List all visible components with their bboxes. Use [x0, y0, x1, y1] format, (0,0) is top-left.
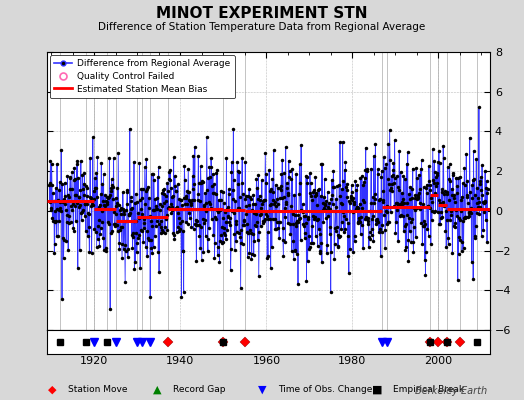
Text: 1920: 1920	[80, 356, 108, 366]
Text: ◆: ◆	[48, 385, 57, 395]
Text: Time of Obs. Change: Time of Obs. Change	[278, 386, 372, 394]
Text: 2000: 2000	[424, 356, 452, 366]
Text: ■: ■	[372, 385, 383, 395]
Text: Berkeley Earth: Berkeley Earth	[415, 386, 487, 396]
Text: 1980: 1980	[339, 356, 366, 366]
Text: MINOT EXPERIMENT STN: MINOT EXPERIMENT STN	[156, 6, 368, 21]
Text: ▲: ▲	[153, 385, 161, 395]
Text: Difference of Station Temperature Data from Regional Average: Difference of Station Temperature Data f…	[99, 22, 425, 32]
Text: 1960: 1960	[253, 356, 280, 366]
Text: Station Move: Station Move	[68, 386, 128, 394]
Text: Record Gap: Record Gap	[173, 386, 225, 394]
Text: Empirical Break: Empirical Break	[393, 386, 464, 394]
Legend: Difference from Regional Average, Quality Control Failed, Estimated Station Mean: Difference from Regional Average, Qualit…	[50, 55, 235, 98]
Text: ▼: ▼	[258, 385, 266, 395]
Text: 1940: 1940	[166, 356, 194, 366]
